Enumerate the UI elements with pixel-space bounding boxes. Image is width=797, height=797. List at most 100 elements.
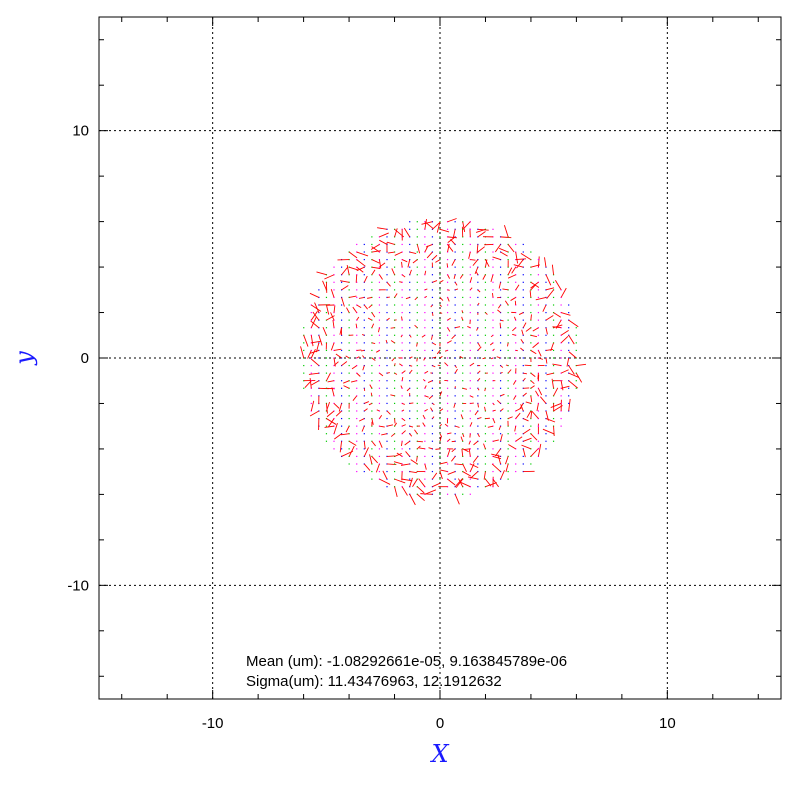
vector-mark bbox=[522, 392, 527, 397]
vector-mark bbox=[487, 425, 494, 428]
data-point bbox=[439, 455, 441, 458]
data-point bbox=[424, 334, 426, 336]
data-point bbox=[416, 243, 418, 246]
vector-mark bbox=[470, 395, 474, 398]
vector-mark bbox=[513, 380, 517, 385]
data-point bbox=[462, 296, 464, 299]
vector-mark bbox=[341, 267, 348, 276]
vector-mark bbox=[416, 493, 425, 501]
data-point bbox=[552, 440, 555, 442]
data-point bbox=[439, 493, 441, 495]
x-tick-label: 0 bbox=[436, 715, 444, 732]
data-point bbox=[469, 372, 471, 374]
vector-mark bbox=[362, 365, 365, 371]
data-point bbox=[424, 478, 426, 480]
vector-mark bbox=[432, 365, 436, 368]
data-point bbox=[454, 357, 456, 359]
vector-mark bbox=[505, 364, 509, 367]
data-point bbox=[424, 402, 426, 405]
vector-mark bbox=[537, 443, 542, 457]
data-point bbox=[462, 486, 464, 488]
vector-mark bbox=[432, 280, 438, 283]
data-point bbox=[492, 228, 494, 230]
vector-mark bbox=[470, 259, 476, 261]
data-point bbox=[560, 357, 562, 359]
vector-mark bbox=[394, 293, 398, 298]
data-point bbox=[530, 463, 532, 465]
vector-mark bbox=[566, 357, 570, 367]
vector-mark bbox=[314, 302, 320, 313]
sigma-annotation: Sigma(um): 11.43476963, 12.1912632 bbox=[246, 673, 502, 690]
vector-mark bbox=[348, 445, 355, 457]
data-point bbox=[469, 274, 471, 276]
data-point bbox=[303, 357, 305, 359]
data-point bbox=[454, 417, 456, 420]
data-point bbox=[469, 349, 471, 352]
data-point bbox=[507, 334, 509, 336]
vector-mark bbox=[356, 259, 366, 267]
vector-mark bbox=[500, 434, 503, 442]
vector-mark bbox=[568, 319, 579, 328]
vector-mark bbox=[523, 418, 529, 422]
data-point bbox=[507, 296, 509, 299]
vector-mark bbox=[351, 365, 357, 370]
vector-mark bbox=[356, 372, 361, 377]
vector-mark bbox=[525, 401, 531, 404]
vector-mark bbox=[312, 311, 320, 321]
data-point bbox=[469, 296, 471, 299]
vector-mark bbox=[447, 236, 456, 244]
data-point bbox=[340, 425, 343, 427]
vector-mark bbox=[324, 425, 335, 428]
data-point bbox=[560, 372, 562, 374]
data-point bbox=[568, 364, 570, 367]
data-point bbox=[393, 311, 396, 314]
data-point bbox=[386, 311, 388, 314]
vector-mark bbox=[379, 425, 385, 428]
data-point bbox=[356, 289, 358, 291]
vector-mark bbox=[309, 292, 320, 298]
data-point bbox=[371, 433, 373, 435]
vector-mark bbox=[401, 403, 405, 405]
data-point bbox=[477, 243, 479, 246]
vector-mark bbox=[515, 251, 519, 264]
vector-mark bbox=[422, 379, 426, 382]
vector-mark bbox=[394, 363, 396, 366]
data-point bbox=[424, 319, 426, 321]
data-point bbox=[386, 304, 388, 306]
data-point bbox=[537, 311, 540, 314]
data-point bbox=[446, 304, 449, 306]
vector-mark bbox=[568, 365, 575, 375]
vector-mark bbox=[400, 463, 410, 466]
vector-mark bbox=[363, 441, 366, 450]
data-point bbox=[431, 296, 434, 299]
vector-mark bbox=[505, 456, 509, 465]
data-point bbox=[371, 364, 373, 367]
vector-mark bbox=[461, 316, 464, 321]
data-point bbox=[477, 334, 479, 336]
vector-mark bbox=[503, 225, 509, 238]
vector-mark bbox=[568, 335, 575, 345]
data-point bbox=[348, 417, 350, 420]
data-point bbox=[568, 410, 570, 412]
vector-mark bbox=[470, 471, 479, 479]
vector-mark bbox=[428, 447, 433, 450]
data-point bbox=[393, 258, 396, 261]
vector-mark bbox=[371, 323, 375, 328]
vector-mark bbox=[500, 393, 505, 397]
data-point bbox=[530, 296, 532, 299]
data-point bbox=[530, 311, 532, 314]
data-point bbox=[568, 342, 570, 344]
vector-mark bbox=[371, 440, 376, 447]
data-point bbox=[469, 228, 471, 230]
vector-mark bbox=[439, 228, 450, 233]
vector-mark bbox=[553, 387, 559, 397]
vector-mark bbox=[330, 312, 335, 321]
data-point bbox=[310, 319, 312, 321]
data-point bbox=[522, 296, 524, 299]
data-point bbox=[424, 327, 426, 329]
data-point bbox=[356, 296, 358, 299]
data-point bbox=[575, 334, 577, 336]
plot-frame bbox=[98, 16, 782, 700]
vector-mark bbox=[518, 312, 524, 315]
